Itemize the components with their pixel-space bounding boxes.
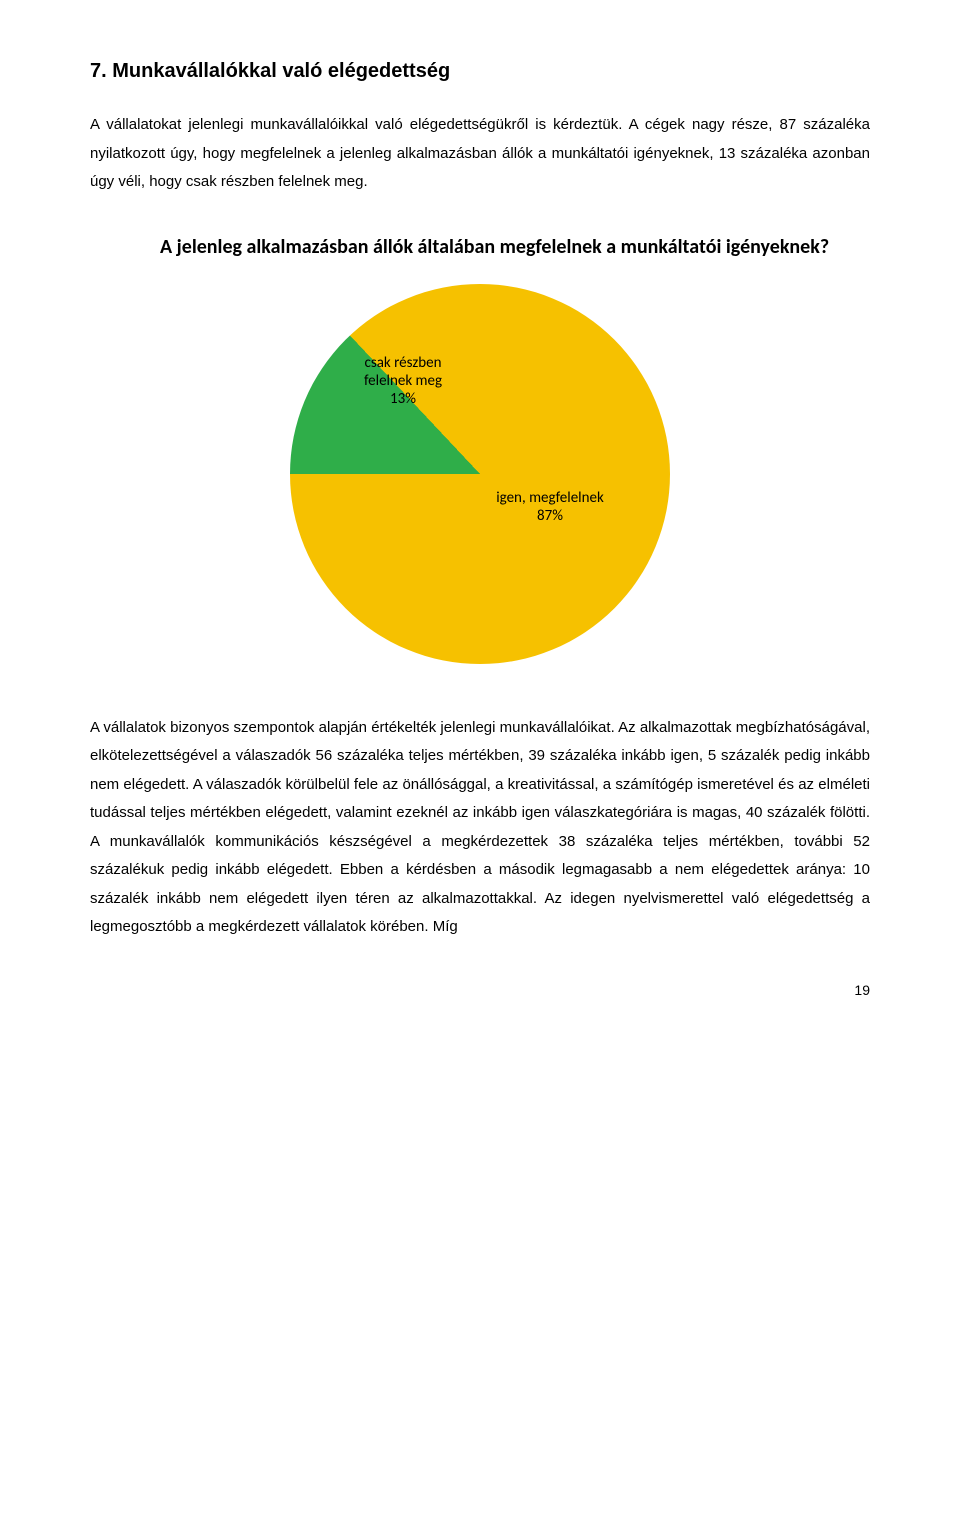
page-number: 19 bbox=[90, 982, 870, 998]
pie-label-text: csak részben felelnek meg bbox=[364, 354, 442, 390]
pie-chart-container: csak részben felelnek meg 13% igen, megf… bbox=[90, 284, 870, 664]
pie-chart: csak részben felelnek meg 13% igen, megf… bbox=[290, 284, 670, 664]
pie-slice-label-partial: csak részben felelnek meg 13% bbox=[348, 354, 458, 408]
intro-paragraph: A vállalatokat jelenlegi munkavállalóikk… bbox=[90, 111, 870, 197]
section-heading: 7. Munkavállalókkal való elégedettség bbox=[90, 60, 870, 83]
chart-title: A jelenleg alkalmazásban állók általában… bbox=[160, 235, 870, 260]
pie-label-text: igen, megfelelnek bbox=[496, 489, 604, 507]
pie-label-value: 87% bbox=[537, 507, 563, 525]
body-paragraph: A vállalatok bizonyos szempontok alapján… bbox=[90, 714, 870, 942]
pie-label-value: 13% bbox=[390, 390, 416, 408]
pie-slice-label-yes: igen, megfelelnek 87% bbox=[480, 489, 620, 525]
